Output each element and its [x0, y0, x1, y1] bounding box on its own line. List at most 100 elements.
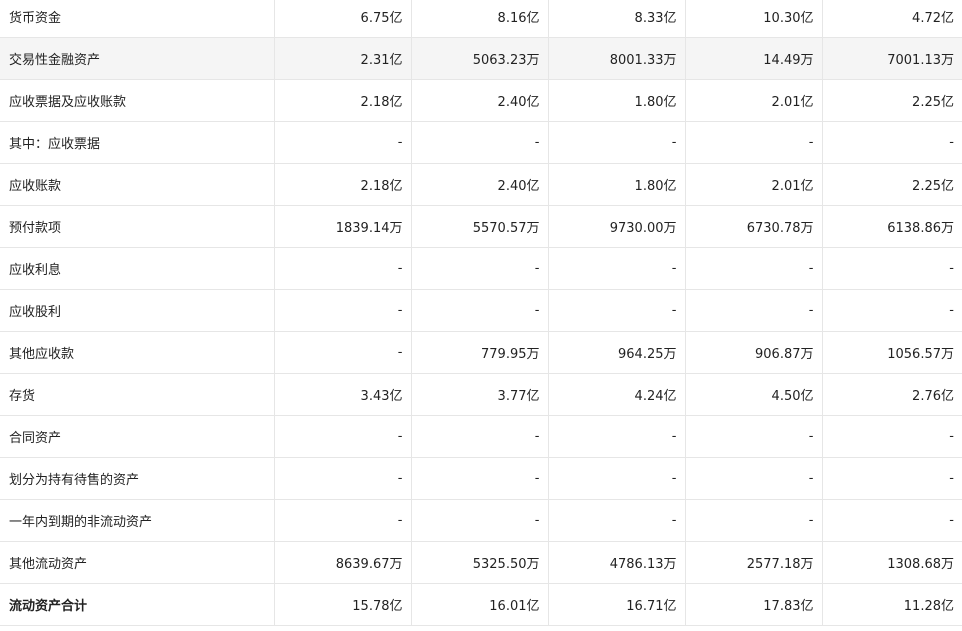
table-row: 一年内到期的非流动资产 - - - - -: [0, 499, 962, 542]
value-cell: -: [411, 121, 549, 164]
value-cell: 5325.50万: [411, 541, 549, 584]
value-cell: 4.72亿: [822, 0, 962, 38]
value-cell: 2.31亿: [274, 37, 412, 80]
value-cell: 1056.57万: [822, 331, 962, 374]
value-cell: -: [411, 415, 549, 458]
row-label: 应收票据及应收账款: [0, 79, 275, 122]
value-cell: 4.50亿: [685, 373, 823, 416]
value-cell: 8639.67万: [274, 541, 412, 584]
value-cell: 8.33亿: [548, 0, 686, 38]
value-cell: 1839.14万: [274, 205, 412, 248]
value-cell: 3.77亿: [411, 373, 549, 416]
table-row: 存货 3.43亿 3.77亿 4.24亿 4.50亿 2.76亿: [0, 373, 962, 416]
table-row: 流动资产合计 15.78亿 16.01亿 16.71亿 17.83亿 11.28亿: [0, 583, 962, 626]
row-label: 合同资产: [0, 415, 275, 458]
value-cell: -: [822, 499, 962, 542]
value-cell: -: [274, 247, 412, 290]
table-row: 应收账款 2.18亿 2.40亿 1.80亿 2.01亿 2.25亿: [0, 163, 962, 206]
value-cell: 2.40亿: [411, 163, 549, 206]
value-cell: 2.76亿: [822, 373, 962, 416]
value-cell: 779.95万: [411, 331, 549, 374]
value-cell: 15.78亿: [274, 583, 412, 626]
row-label: 划分为持有待售的资产: [0, 457, 275, 500]
value-cell: 1308.68万: [822, 541, 962, 584]
value-cell: -: [548, 247, 686, 290]
table-row: 其中：应收票据 - - - - -: [0, 121, 962, 164]
value-cell: 1.80亿: [548, 163, 686, 206]
value-cell: -: [548, 457, 686, 500]
value-cell: 4786.13万: [548, 541, 686, 584]
value-cell: 5063.23万: [411, 37, 549, 80]
value-cell: 11.28亿: [822, 583, 962, 626]
value-cell: 16.01亿: [411, 583, 549, 626]
value-cell: -: [685, 247, 823, 290]
value-cell: 1.80亿: [548, 79, 686, 122]
table-row: 应收利息 - - - - -: [0, 247, 962, 290]
table-row: 货币资金 6.75亿 8.16亿 8.33亿 10.30亿 4.72亿: [0, 0, 962, 38]
value-cell: 8001.33万: [548, 37, 686, 80]
row-label: 应收账款: [0, 163, 275, 206]
value-cell: -: [685, 289, 823, 332]
value-cell: -: [685, 499, 823, 542]
value-cell: 6730.78万: [685, 205, 823, 248]
row-label: 存货: [0, 373, 275, 416]
value-cell: 10.30亿: [685, 0, 823, 38]
value-cell: 7001.13万: [822, 37, 962, 80]
value-cell: -: [411, 247, 549, 290]
value-cell: -: [548, 289, 686, 332]
value-cell: 2577.18万: [685, 541, 823, 584]
row-label: 应收利息: [0, 247, 275, 290]
value-cell: -: [822, 121, 962, 164]
table-row: 划分为持有待售的资产 - - - - -: [0, 457, 962, 500]
value-cell: 2.18亿: [274, 163, 412, 206]
table-row: 合同资产 - - - - -: [0, 415, 962, 458]
table-row: 预付款项 1839.14万 5570.57万 9730.00万 6730.78万 6138…: [0, 205, 962, 248]
value-cell: -: [411, 289, 549, 332]
value-cell: -: [685, 415, 823, 458]
value-cell: 3.43亿: [274, 373, 412, 416]
value-cell: 17.83亿: [685, 583, 823, 626]
value-cell: -: [822, 415, 962, 458]
value-cell: -: [822, 457, 962, 500]
value-cell: -: [274, 331, 412, 374]
row-label: 其他流动资产: [0, 541, 275, 584]
value-cell: -: [548, 121, 686, 164]
value-cell: 4.24亿: [548, 373, 686, 416]
value-cell: 6138.86万: [822, 205, 962, 248]
table-row: 应收票据及应收账款 2.18亿 2.40亿 1.80亿 2.01亿 2.25亿: [0, 79, 962, 122]
value-cell: -: [274, 499, 412, 542]
value-cell: -: [548, 415, 686, 458]
row-label: 流动资产合计: [0, 583, 275, 626]
value-cell: -: [274, 457, 412, 500]
row-label: 一年内到期的非流动资产: [0, 499, 275, 542]
row-label: 交易性金融资产: [0, 37, 275, 80]
row-label: 预付款项: [0, 205, 275, 248]
table-row: 应收股利 - - - - -: [0, 289, 962, 332]
value-cell: -: [548, 499, 686, 542]
value-cell: 906.87万: [685, 331, 823, 374]
table-row: 其他应收款 -779.95万 964.25万 906.87万 1056.57万: [0, 331, 962, 374]
value-cell: -: [685, 121, 823, 164]
value-cell: 2.25亿: [822, 79, 962, 122]
value-cell: -: [822, 247, 962, 290]
table-row: 交易性金融资产 2.31亿 5063.23万 8001.33万 14.49万 7001.1…: [0, 37, 962, 80]
value-cell: -: [685, 457, 823, 500]
value-cell: 6.75亿: [274, 0, 412, 38]
value-cell: 2.01亿: [685, 79, 823, 122]
value-cell: 2.40亿: [411, 79, 549, 122]
value-cell: -: [822, 289, 962, 332]
value-cell: 2.25亿: [822, 163, 962, 206]
table-row: 其他流动资产 8639.67万 5325.50万 4786.13万 2577.18万 13…: [0, 541, 962, 584]
value-cell: 8.16亿: [411, 0, 549, 38]
value-cell: 9730.00万: [548, 205, 686, 248]
value-cell: -: [274, 415, 412, 458]
value-cell: 16.71亿: [548, 583, 686, 626]
value-cell: -: [411, 457, 549, 500]
value-cell: 14.49万: [685, 37, 823, 80]
row-label: 其中：应收票据: [0, 121, 275, 164]
value-cell: -: [274, 289, 412, 332]
value-cell: -: [274, 121, 412, 164]
value-cell: 5570.57万: [411, 205, 549, 248]
